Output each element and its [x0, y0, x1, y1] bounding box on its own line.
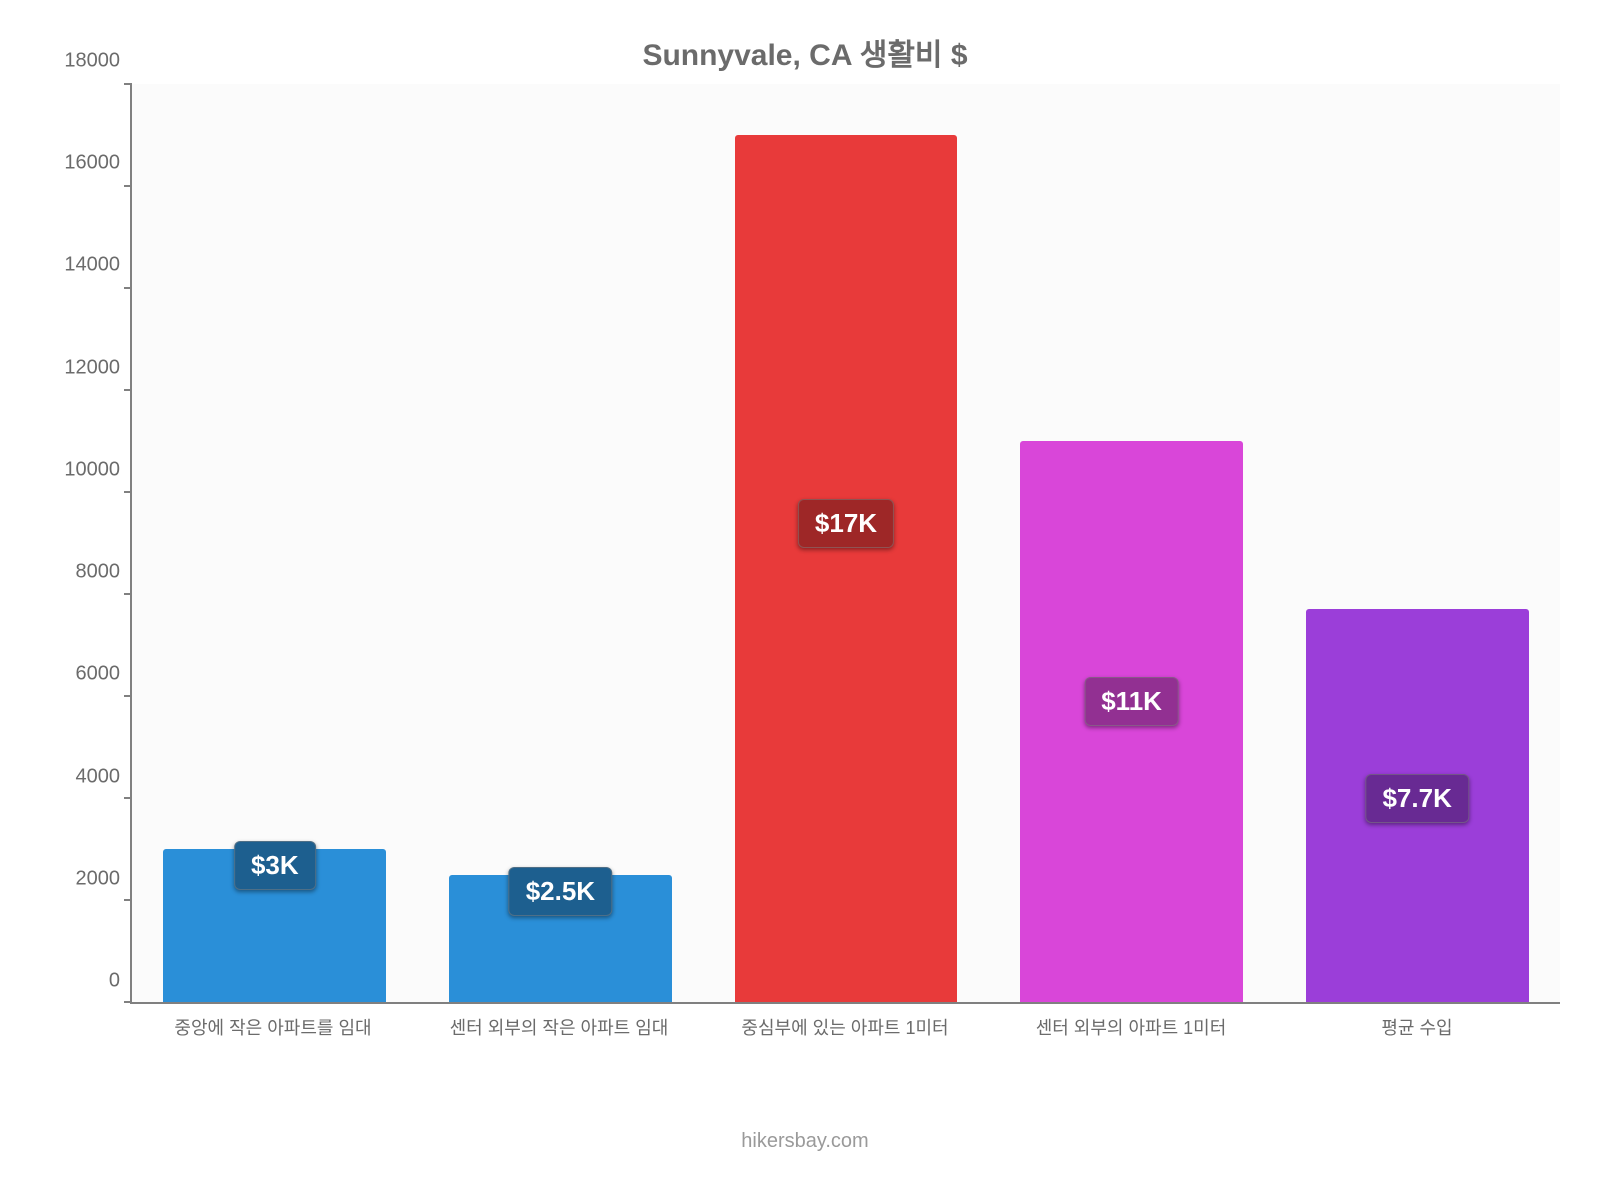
- plot-area: $3K $2.5K $17K $11K $7.7K: [130, 84, 1560, 1004]
- y-tick-label: 18000: [64, 50, 120, 73]
- x-axis-label: 센터 외부의 작은 아파트 임대: [416, 1014, 702, 1040]
- bar-slot: $7.7K: [1274, 84, 1560, 1002]
- chart-title: Sunnyvale, CA 생활비 $: [50, 30, 1560, 74]
- y-tickmark: [124, 695, 132, 697]
- y-tickmark: [124, 1001, 132, 1003]
- bar: $7.7K: [1306, 609, 1529, 1002]
- chart-container: Sunnyvale, CA 생활비 $ 0 2000 4000 6000 8000 100…: [0, 0, 1600, 1200]
- y-tickmark: [124, 593, 132, 595]
- y-tick-label: 12000: [64, 356, 120, 379]
- bar-slot: $3K: [132, 84, 418, 1002]
- bars-group: $3K $2.5K $17K $11K $7.7K: [132, 84, 1560, 1002]
- y-tick-label: 4000: [76, 765, 121, 788]
- bar-slot: $2.5K: [418, 84, 704, 1002]
- y-tickmark: [124, 899, 132, 901]
- bar: $2.5K: [449, 875, 672, 1003]
- y-tickmark: [124, 83, 132, 85]
- y-tick-label: 6000: [76, 663, 121, 686]
- y-axis: 0200040006000800010000120001400016000180…: [50, 84, 130, 1004]
- y-tick-label: 10000: [64, 458, 120, 481]
- y-tick-label: 2000: [76, 867, 121, 890]
- y-tickmark: [124, 389, 132, 391]
- y-tickmark: [124, 287, 132, 289]
- value-badge: $11K: [1084, 677, 1179, 726]
- bar-slot: $17K: [703, 84, 989, 1002]
- value-badge: $3K: [234, 841, 316, 890]
- y-tickmark: [124, 491, 132, 493]
- value-badge: $2.5K: [509, 867, 612, 916]
- x-axis-label: 평균 수입: [1274, 1014, 1560, 1040]
- y-tick-label: 14000: [64, 254, 120, 277]
- y-tick-label: 8000: [76, 561, 121, 584]
- bar: $17K: [735, 135, 958, 1002]
- value-badge: $7.7K: [1365, 774, 1468, 823]
- x-axis-label: 센터 외부의 아파트 1미터: [988, 1014, 1274, 1040]
- value-badge: $17K: [798, 499, 894, 548]
- plot-row: 0200040006000800010000120001400016000180…: [50, 84, 1560, 1004]
- y-tickmark: [124, 797, 132, 799]
- attribution-text: hikersbay.com: [50, 1130, 1560, 1153]
- bar-slot: $11K: [989, 84, 1275, 1002]
- bar: $3K: [163, 849, 386, 1002]
- y-tickmark: [124, 185, 132, 187]
- bar: $11K: [1020, 441, 1243, 1002]
- x-axis-label: 중심부에 있는 아파트 1미터: [702, 1014, 988, 1040]
- y-tick-label: 0: [109, 970, 120, 993]
- y-tick-label: 16000: [64, 152, 120, 175]
- x-axis-label: 중앙에 작은 아파트를 임대: [130, 1014, 416, 1040]
- x-axis: 중앙에 작은 아파트를 임대센터 외부의 작은 아파트 임대중심부에 있는 아파…: [130, 1014, 1560, 1040]
